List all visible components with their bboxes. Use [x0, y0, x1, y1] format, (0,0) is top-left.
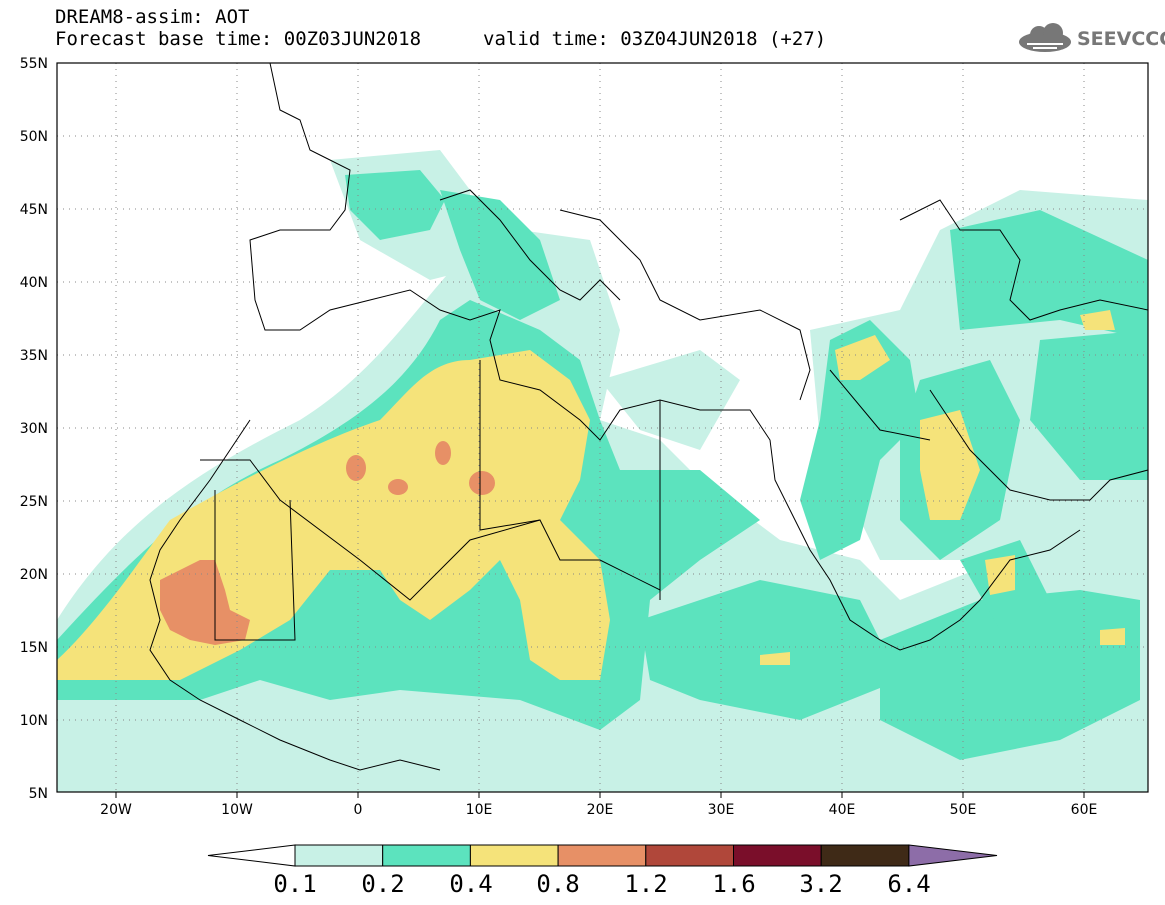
colorbar-swatch	[557, 844, 647, 867]
aot-field	[57, 150, 1148, 792]
tick-marks	[115, 792, 1085, 798]
colorbar-label: 1.6	[712, 870, 756, 898]
colorbar-swatch	[733, 844, 822, 867]
lat-tick: 45N	[20, 202, 48, 218]
lon-tick: 0	[354, 802, 363, 818]
lon-tick: 20W	[100, 802, 132, 818]
lat-tick: 10N	[20, 713, 48, 729]
aot-band-0.8	[160, 441, 495, 645]
colorbar-swatch	[645, 844, 734, 867]
title-model: DREAM8-assim: AOT	[55, 6, 250, 28]
title-valid-time: valid time: 03Z04JUN2018 (+27)	[483, 28, 827, 50]
colorbar-label: 0.8	[536, 870, 580, 898]
map-frame	[56, 62, 1149, 793]
colorbar-arrow-right	[908, 844, 998, 867]
colorbar-swatch	[382, 844, 471, 867]
colorbar-label: 0.4	[449, 870, 493, 898]
lat-tick: 35N	[20, 348, 48, 364]
colorbar	[207, 844, 998, 867]
lat-tick: 40N	[20, 275, 48, 291]
lon-axis: 20W 10W 0 10E 20E 30E 40E 50E 60E	[100, 802, 1097, 818]
title-base-time: Forecast base time: 00Z03JUN2018	[55, 28, 422, 50]
colorbar-label: 6.4	[887, 870, 931, 898]
lat-tick: 20N	[20, 567, 48, 583]
lon-tick: 10W	[221, 802, 253, 818]
colorbar-label: 0.2	[361, 870, 405, 898]
lat-tick: 50N	[20, 129, 48, 145]
lon-tick: 10E	[466, 802, 493, 818]
lat-axis: 55N 50N 45N 40N 35N 30N 25N 20N 15N 10N …	[20, 56, 48, 802]
colorbar-swatch	[294, 844, 384, 867]
cloud-icon	[1019, 23, 1071, 52]
colorbar-swatch	[820, 844, 910, 867]
colorbar-label: 3.2	[799, 870, 843, 898]
lat-tick: 25N	[20, 494, 48, 510]
colorbar-arrow-left	[207, 844, 296, 867]
lat-tick: 55N	[20, 56, 48, 72]
lat-tick: 15N	[20, 640, 48, 656]
logo-text: SEEVCCC	[1077, 28, 1165, 50]
lon-tick: 30E	[708, 802, 735, 818]
seevccc-logo	[1019, 23, 1071, 52]
colorbar-label: 0.1	[273, 870, 317, 898]
lon-tick: 40E	[829, 802, 856, 818]
colorbar-swatch	[469, 844, 559, 867]
coastlines-borders	[149, 63, 1148, 771]
lon-tick: 60E	[1071, 802, 1098, 818]
lon-tick: 50E	[950, 802, 977, 818]
lat-tick: 5N	[29, 786, 48, 802]
lat-tick: 30N	[20, 421, 48, 437]
colorbar-label: 1.2	[624, 870, 668, 898]
lon-tick: 20E	[587, 802, 614, 818]
